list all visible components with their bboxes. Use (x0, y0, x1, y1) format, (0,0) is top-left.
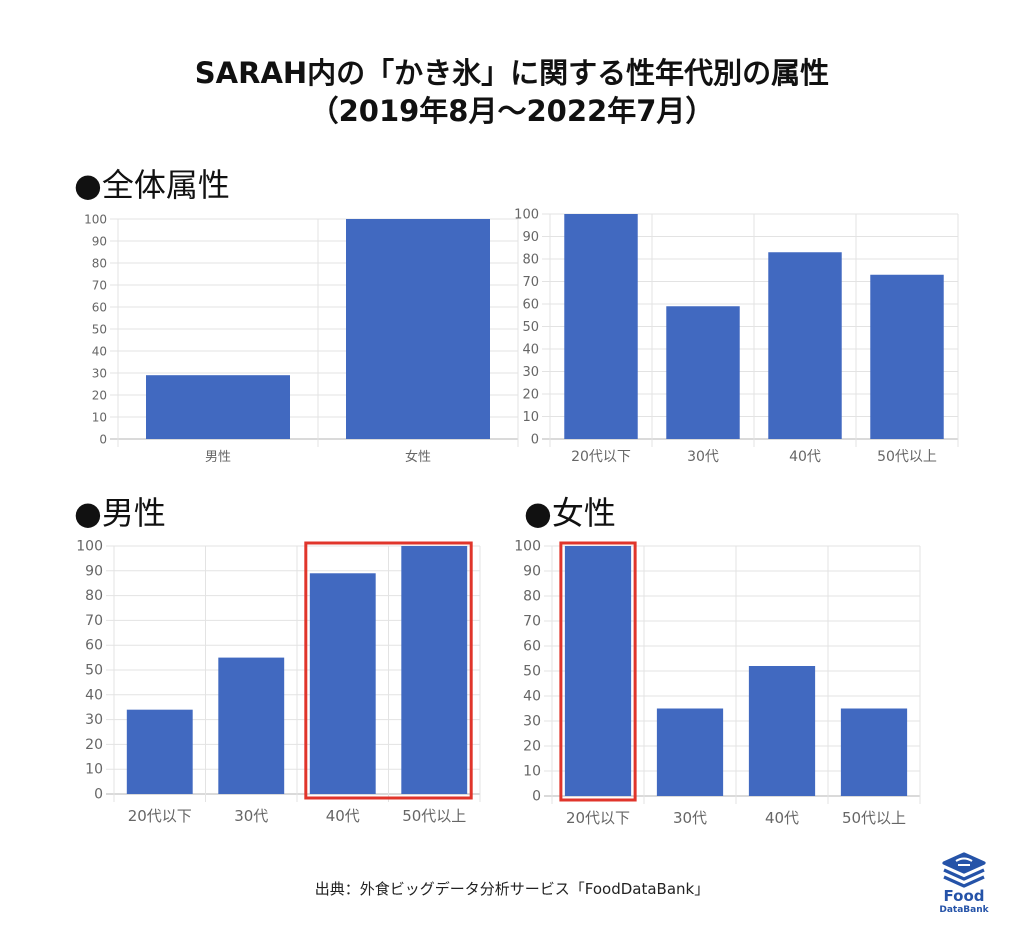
bar-20代以下 (564, 214, 638, 439)
y-tick-label: 10 (85, 762, 103, 778)
x-tick-label: 20代以下 (571, 449, 631, 465)
y-tick-label: 70 (92, 279, 107, 293)
bar-50代以上 (870, 274, 944, 439)
x-tick-label: 50代以上 (877, 449, 937, 465)
y-tick-label: 20 (522, 388, 539, 403)
y-tick-label: 10 (522, 410, 539, 425)
database-stack-icon (942, 852, 986, 888)
y-tick-label: 90 (85, 563, 103, 579)
logo-text-main: Food (943, 887, 985, 905)
y-tick-label: 70 (522, 275, 539, 290)
x-tick-label: 30代 (234, 807, 268, 825)
highlight-box (304, 541, 473, 800)
y-tick-label: 100 (514, 539, 541, 555)
y-tick-label: 20 (92, 389, 107, 403)
y-tick-label: 70 (523, 614, 541, 630)
y-tick-label: 60 (523, 639, 541, 655)
x-tick-label: 男性 (205, 450, 231, 465)
fooddatabank-logo: Food DataBank (934, 850, 994, 920)
chart-title: SARAH内の「かき氷」に関する性年代別の属性 (194, 56, 830, 90)
x-tick-label: 50代以上 (842, 809, 906, 827)
bar-30代 (218, 657, 285, 794)
y-tick-label: 60 (92, 301, 107, 315)
bar-30代 (656, 708, 724, 796)
chart-subtitle-period: （2019年8月〜2022年7月） (309, 94, 715, 128)
y-tick-label: 80 (522, 253, 539, 268)
y-tick-label: 90 (522, 230, 539, 245)
section-heading-female: ●女性 (524, 494, 616, 532)
bar-50代以上 (840, 708, 908, 796)
y-tick-label: 20 (85, 737, 103, 753)
y-tick-label: 80 (523, 589, 541, 605)
section-heading-overall: ●全体属性 (74, 166, 230, 204)
x-tick-label: 50代以上 (402, 807, 466, 825)
bar-chart-male-age: 0 10 20 30 40 50 60 70 80 90 100 20代以下 30代 40代 50代以上 (76, 539, 481, 825)
y-tick-label: 30 (85, 712, 103, 728)
y-tick-label: 0 (532, 789, 541, 805)
y-tick-label: 80 (92, 257, 107, 271)
bar-20代以下 (564, 546, 632, 796)
y-tick-label: 40 (523, 689, 541, 705)
y-tick-label: 0 (99, 433, 107, 447)
bar-20代以下 (126, 709, 193, 794)
y-tick-label: 30 (522, 365, 539, 380)
x-tick-label: 30代 (673, 809, 707, 827)
y-tick-label: 0 (94, 787, 103, 803)
bar-男性 (146, 375, 290, 439)
logo-text-sub: DataBank (939, 905, 989, 915)
source-footer: 出典：外食ビッグデータ分析サービス「FoodDataBank」 (314, 880, 710, 898)
x-tick-label: 20代以下 (566, 809, 630, 827)
y-tick-label: 90 (523, 564, 541, 580)
y-tick-label: 50 (522, 320, 539, 335)
y-tick-label: 90 (92, 235, 107, 249)
y-tick-label: 40 (92, 345, 107, 359)
y-tick-label: 100 (514, 208, 539, 223)
y-tick-label: 40 (85, 687, 103, 703)
y-tick-label: 70 (85, 613, 103, 629)
x-tick-label: 女性 (405, 449, 431, 465)
section-heading-male: ●男性 (74, 494, 166, 532)
x-tick-label: 40代 (326, 807, 360, 825)
y-tick-label: 60 (522, 298, 539, 313)
x-tick-label: 40代 (765, 809, 799, 827)
bar-30代 (666, 306, 740, 439)
y-tick-label: 80 (85, 588, 103, 604)
y-tick-label: 60 (85, 638, 103, 654)
bar-chart-female-age: 0 10 20 30 40 50 60 70 80 90 100 20代以下 30代 40代 50代以上 (514, 539, 921, 827)
bar-chart-overall-gender: 0 10 20 30 40 50 60 70 80 90 100 男性 女性 (84, 213, 519, 465)
y-tick-label: 30 (523, 714, 541, 730)
bar-40代 (768, 252, 842, 439)
highlight-box (559, 541, 637, 802)
bar-女性 (346, 219, 490, 439)
y-tick-label: 50 (92, 323, 107, 337)
bar-40代 (748, 666, 816, 796)
bar-40代 (309, 573, 376, 794)
y-tick-label: 50 (523, 664, 541, 680)
y-tick-label: 0 (531, 433, 539, 448)
x-tick-label: 30代 (687, 449, 719, 465)
y-tick-label: 50 (85, 663, 103, 679)
x-tick-label: 20代以下 (128, 807, 192, 825)
bar-chart-overall-age: 0 10 20 30 40 50 60 70 80 90 100 20代以下 30代 40代 50代以上 (514, 208, 959, 465)
y-tick-label: 30 (92, 367, 107, 381)
y-tick-label: 10 (523, 764, 541, 780)
y-tick-label: 20 (523, 739, 541, 755)
y-tick-label: 100 (76, 539, 103, 555)
x-tick-label: 40代 (789, 449, 821, 465)
y-tick-label: 10 (92, 411, 107, 425)
y-tick-label: 100 (84, 213, 107, 227)
y-tick-label: 40 (522, 343, 539, 358)
bar-50代以上 (401, 546, 468, 794)
